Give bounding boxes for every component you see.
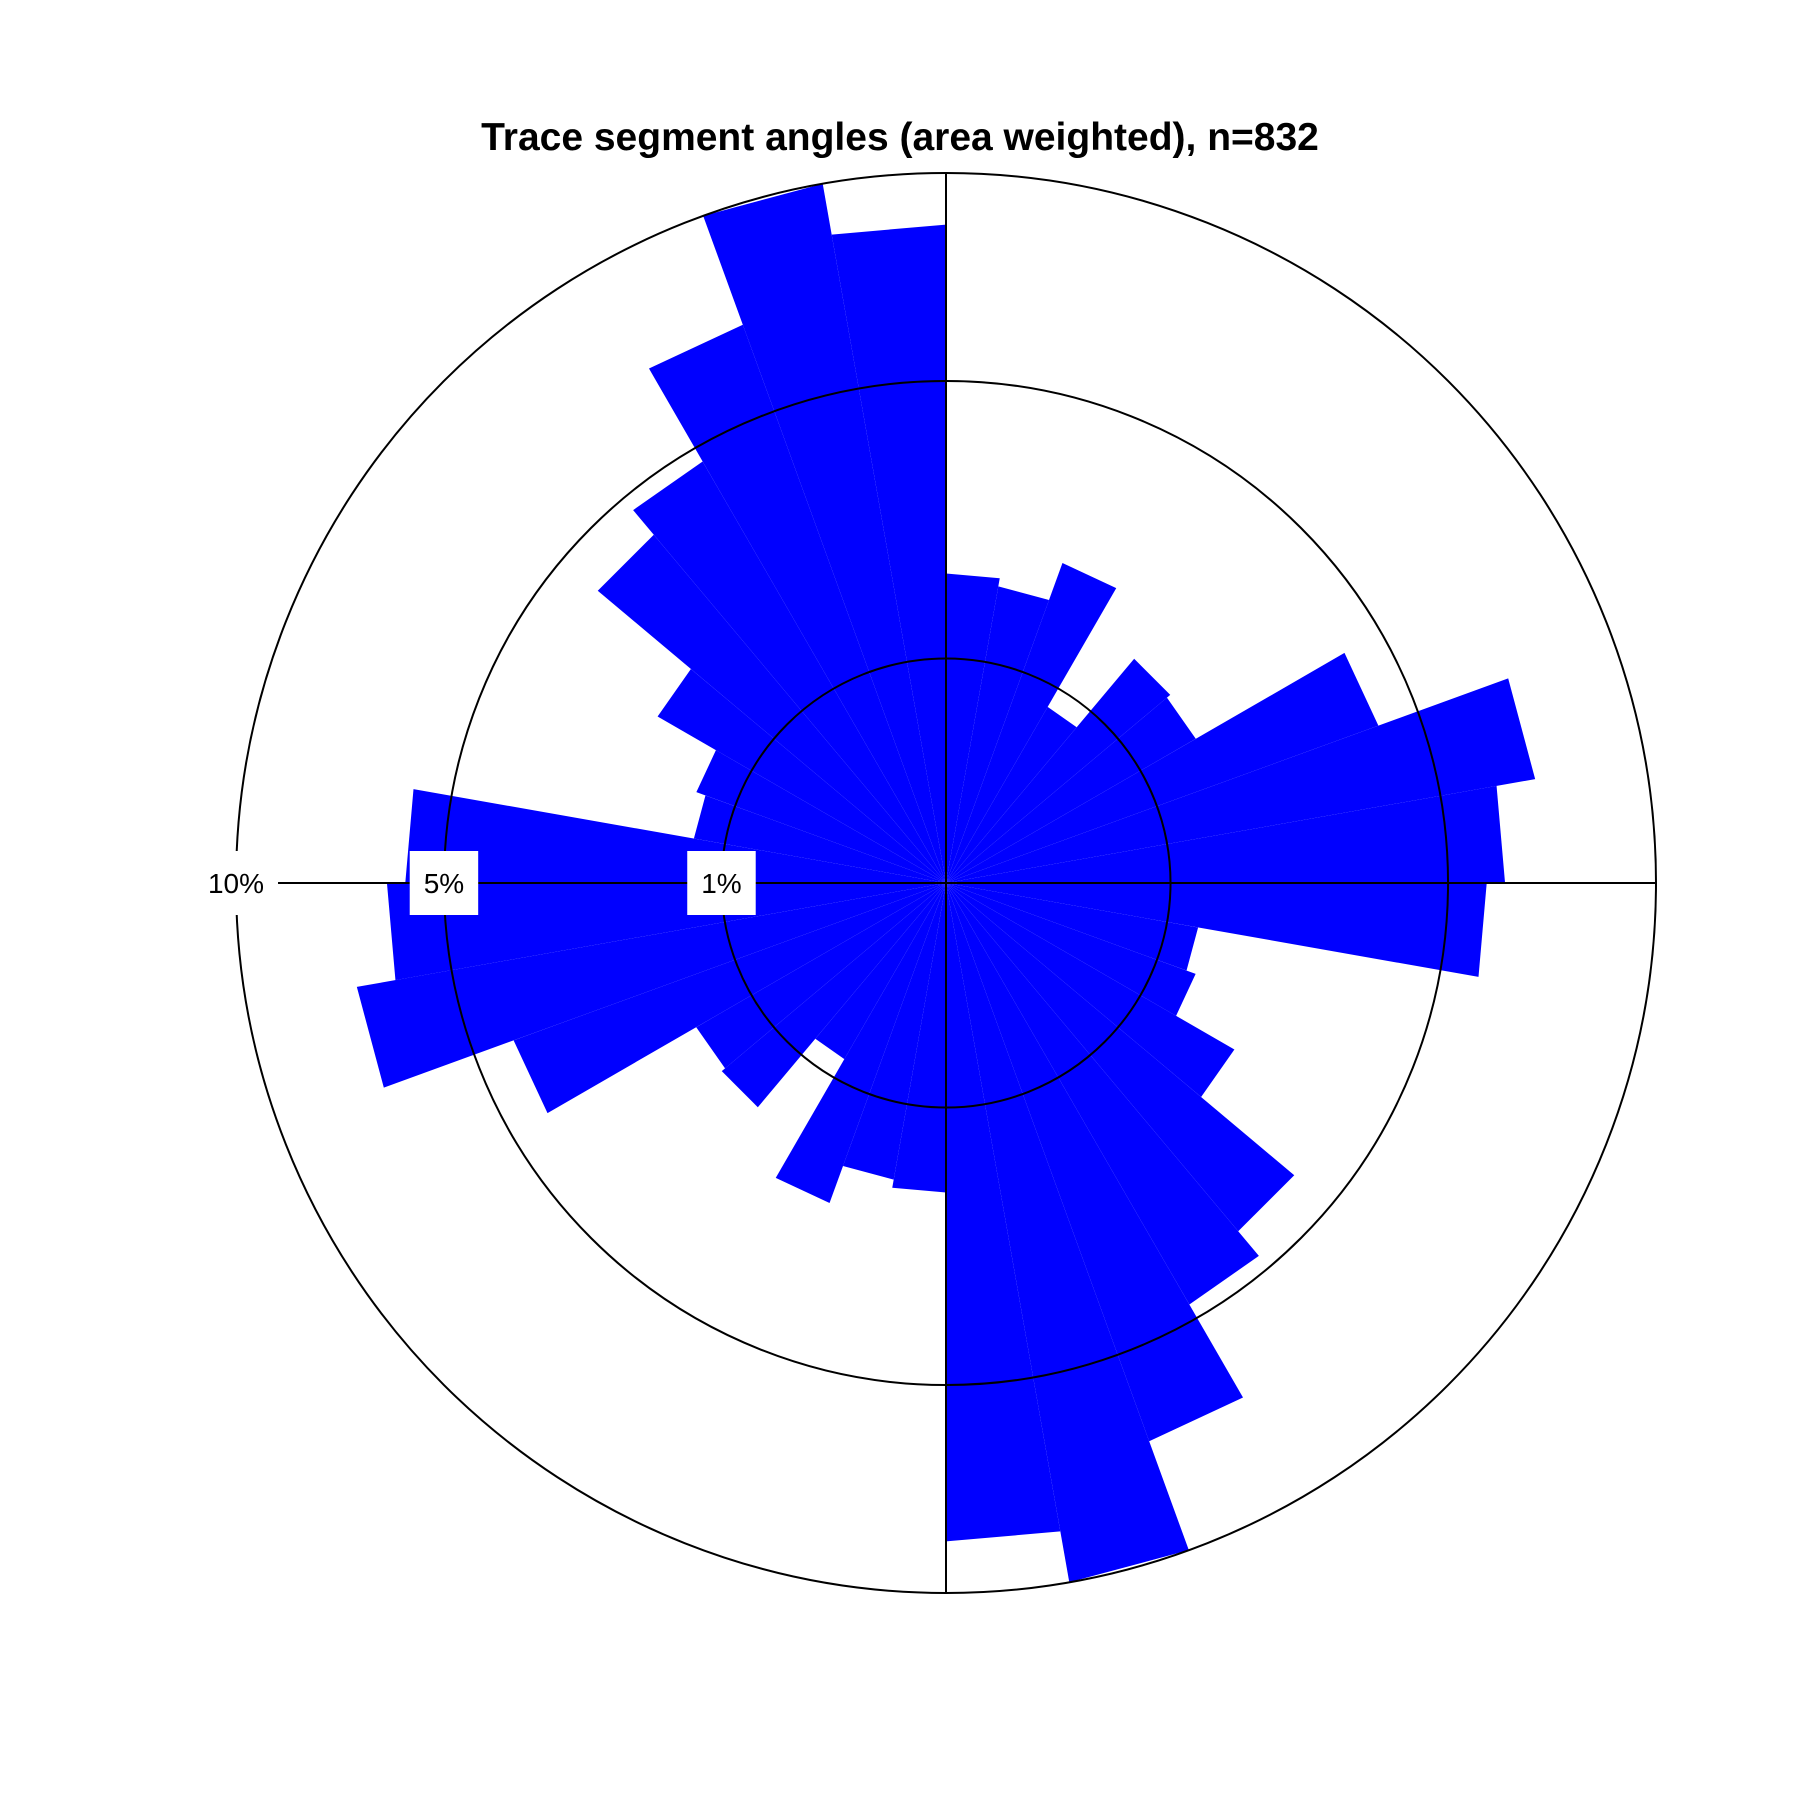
bar-310-320 (946, 883, 1295, 1232)
bar-210-220 (696, 883, 946, 1069)
bar-140-150 (657, 668, 946, 883)
svg-text:1%: 1% (701, 868, 741, 899)
bar-340-350 (946, 883, 1199, 971)
bar-120-130 (633, 461, 946, 883)
bar-70-80 (946, 586, 1050, 883)
bar-30-40 (946, 697, 1196, 883)
bar-350-360 (946, 883, 1487, 977)
bar-260-270 (892, 883, 946, 1193)
bar-20-30 (946, 652, 1379, 883)
bar-110-120 (648, 324, 946, 884)
bar-60-70 (946, 563, 1117, 883)
bar-200-210 (513, 883, 946, 1114)
ring-label-10: 10% (193, 851, 279, 915)
bar-330-340 (946, 883, 1196, 1016)
bar-180-190 (386, 883, 946, 981)
ring-label-5: 5% (409, 851, 479, 915)
bar-190-200 (356, 883, 946, 1088)
svg-text:5%: 5% (424, 868, 464, 899)
bar-300-310 (946, 883, 1259, 1305)
bar-230-240 (815, 883, 946, 1060)
bar-240-250 (775, 883, 946, 1203)
bar-130-140 (597, 534, 946, 883)
bar-0-10 (946, 785, 1506, 883)
bar-220-230 (721, 883, 946, 1108)
svg-text:10%: 10% (208, 868, 264, 899)
bar-100-110 (703, 183, 946, 883)
bar-250-260 (842, 883, 946, 1180)
chart-title: Trace segment angles (area weighted), n=… (481, 116, 1319, 159)
bar-160-170 (693, 795, 946, 883)
bar-320-330 (946, 883, 1235, 1098)
ring-label-1: 1% (687, 851, 756, 915)
ring-labels: 10% 5% 1% (193, 851, 756, 915)
bar-10-20 (946, 678, 1536, 883)
bar-290-300 (946, 883, 1244, 1442)
bar-80-90 (946, 573, 1000, 883)
bar-40-50 (946, 658, 1171, 883)
bar-50-60 (946, 706, 1077, 883)
bar-170-180 (405, 789, 946, 883)
bar-150-160 (696, 750, 946, 883)
bar-280-290 (946, 883, 1189, 1583)
